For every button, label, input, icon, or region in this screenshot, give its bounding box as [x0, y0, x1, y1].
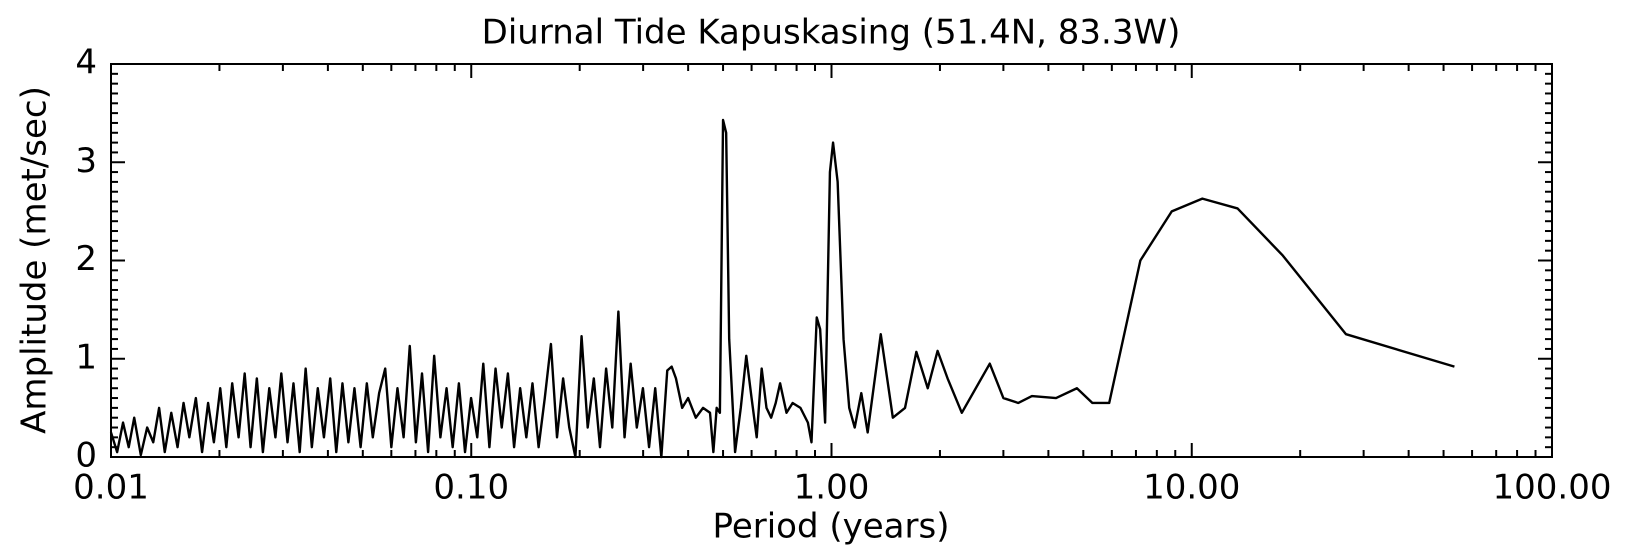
y-tick-label: 2 [75, 239, 97, 279]
x-tick-label: 0.01 [73, 468, 149, 508]
y-tick-label: 3 [75, 141, 97, 181]
x-tick-label: 100.00 [1493, 468, 1612, 508]
y-axis-label: Amplitude (met/sec) [15, 86, 55, 434]
data-line [109, 118, 1455, 459]
chart-title: Diurnal Tide Kapuskasing (51.4N, 83.3W) [482, 13, 1181, 53]
x-tick-label: 1.00 [794, 468, 870, 508]
y-tick-label: 1 [75, 337, 97, 377]
x-axis-label: Period (years) [713, 507, 950, 547]
y-tick-label: 0 [75, 436, 97, 476]
x-tick-label: 0.10 [433, 468, 509, 508]
x-tick-label: 10.00 [1143, 468, 1240, 508]
y-tick-label: 4 [75, 43, 97, 83]
